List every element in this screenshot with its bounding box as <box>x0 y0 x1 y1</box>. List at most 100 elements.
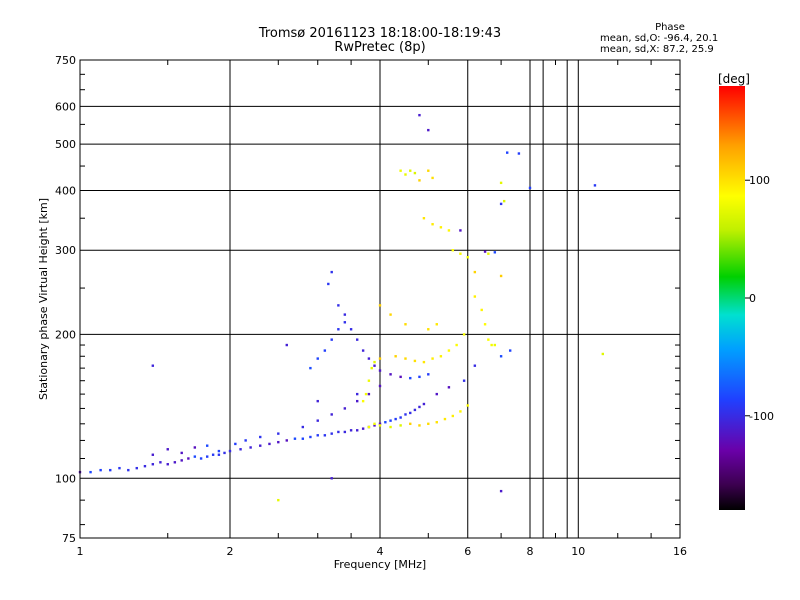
data-point-O <box>323 434 327 437</box>
data-point-X <box>451 414 455 418</box>
data-point-O <box>193 455 197 458</box>
colorbar-label: [deg] <box>718 72 750 86</box>
data-point-O <box>118 466 121 470</box>
x-tick-label: 10 <box>571 545 585 558</box>
data-point-X <box>459 252 462 255</box>
data-point-O <box>234 442 237 446</box>
data-point-X <box>483 323 487 326</box>
data-point-X <box>447 229 451 232</box>
data-point-X <box>455 343 458 347</box>
data-point-X <box>394 355 397 358</box>
data-point-O <box>127 468 130 472</box>
data-point-O <box>285 343 288 347</box>
data-point-O <box>323 349 327 352</box>
x-tick-label: 8 <box>527 545 534 558</box>
data-point-X <box>364 392 368 396</box>
x-axis-label: Frequency [MHz] <box>334 558 426 571</box>
data-point-O <box>327 282 330 286</box>
data-point-X <box>427 169 430 172</box>
data-point-O <box>187 457 190 460</box>
data-point-O <box>277 440 280 444</box>
data-point-X <box>601 352 605 356</box>
data-point-X <box>427 422 430 426</box>
data-point-O <box>399 375 402 379</box>
data-point-O <box>499 355 503 358</box>
data-point-O <box>223 451 226 455</box>
data-point-O <box>309 435 312 439</box>
data-point-X <box>404 323 407 326</box>
y-tick-label: 75 <box>62 532 76 545</box>
data-point-O <box>330 270 333 274</box>
y-tick-label: 200 <box>55 328 76 341</box>
phase-stats-o: mean, sd,O: -96.4, 20.1 <box>600 33 719 44</box>
data-point-O <box>173 461 177 464</box>
data-point-X <box>487 338 490 341</box>
data-point-O <box>373 424 376 427</box>
data-point-X <box>418 179 421 182</box>
data-point-X <box>418 424 421 427</box>
data-point-O <box>277 432 280 435</box>
data-point-O <box>166 448 169 451</box>
data-point-O <box>337 304 340 307</box>
data-point-O <box>528 186 532 190</box>
data-point-X <box>487 252 490 255</box>
data-point-O <box>343 321 347 324</box>
phase-stats-heading: Phase <box>655 22 685 33</box>
x-tick-label: 4 <box>377 545 384 558</box>
data-point-O <box>293 437 297 440</box>
data-point-O <box>343 407 347 410</box>
data-point-O <box>151 463 155 466</box>
phase-stats: Phase mean, sd,O: -96.4, 20.1 mean, sd,X… <box>600 22 740 55</box>
data-point-X <box>389 425 392 429</box>
x-tick-label: 1 <box>77 545 84 558</box>
y-tick-label: 100 <box>55 472 76 485</box>
data-point-O <box>285 439 288 442</box>
data-point-O <box>337 430 340 434</box>
data-point-X <box>466 256 469 259</box>
x-tick-label: 6 <box>464 545 471 558</box>
data-point-X <box>378 357 382 360</box>
data-point-O <box>394 417 397 421</box>
data-point-O <box>330 338 333 341</box>
data-point-O <box>418 405 421 409</box>
data-point-X <box>431 357 434 360</box>
data-point-O <box>367 357 371 360</box>
data-point-X <box>399 424 402 427</box>
data-point-X <box>373 422 376 426</box>
data-point-X <box>409 422 412 426</box>
data-point-O <box>343 313 347 316</box>
data-point-O <box>309 366 312 370</box>
data-points <box>78 113 605 502</box>
data-point-O <box>205 444 209 447</box>
data-point-O <box>355 392 359 396</box>
data-point-O <box>301 425 305 429</box>
data-point-X <box>435 421 438 424</box>
data-point-O <box>435 392 438 396</box>
data-point-O <box>151 364 155 367</box>
data-point-O <box>355 338 359 341</box>
data-point-O <box>409 411 412 415</box>
data-point-X <box>439 226 443 229</box>
data-point-O <box>361 427 365 430</box>
colorbar-tick-label: -100 <box>749 410 774 423</box>
data-point-O <box>180 451 183 455</box>
data-point-O <box>499 202 503 206</box>
data-point-O <box>459 229 462 232</box>
data-point-X <box>502 199 506 203</box>
data-point-O <box>389 419 392 422</box>
data-point-O <box>337 328 340 331</box>
data-point-X <box>361 399 365 403</box>
data-point-O <box>316 399 319 403</box>
data-point-X <box>480 308 483 312</box>
data-point-O <box>180 459 183 462</box>
data-point-O <box>199 457 203 460</box>
data-point-O <box>373 364 376 367</box>
data-point-O <box>413 408 417 412</box>
data-point-X <box>277 498 280 502</box>
data-point-O <box>301 437 305 440</box>
y-axis-ticks: 75 100 200 300 400 500 600 750 <box>55 54 680 545</box>
colorbar-ticks: 100 0 -100 <box>745 174 774 423</box>
data-point-X <box>378 424 382 427</box>
data-point-X <box>435 323 438 326</box>
